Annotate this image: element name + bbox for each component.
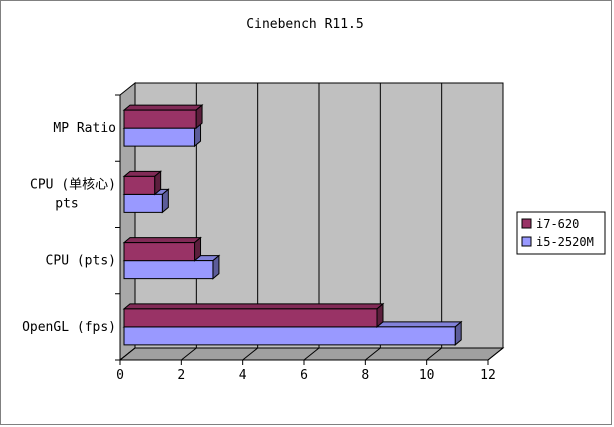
bar <box>123 127 196 147</box>
bar <box>123 326 456 346</box>
bar <box>123 193 163 213</box>
x-tick-label: 6 <box>300 368 308 383</box>
legend-box <box>516 211 606 255</box>
x-tick-label: 10 <box>419 368 435 383</box>
floor-line <box>119 347 136 361</box>
bar-top <box>122 303 385 310</box>
floor-line <box>426 347 442 361</box>
x-tick-label: 8 <box>361 368 369 383</box>
y-tick-label: OpenGL (fps) <box>22 320 116 335</box>
plot-area: 0 2 4 6 8 10 12 MP Ratio CPU (单核心) pts CPU (pts) Op… <box>22 81 505 383</box>
bar <box>123 109 197 129</box>
floor-line <box>303 347 320 361</box>
y-tick-label-line2: pts <box>55 196 78 211</box>
floor-line <box>487 347 504 361</box>
x-tick-label: 2 <box>177 368 185 383</box>
x-tick-label: 0 <box>116 368 124 383</box>
legend-entry: i5-2520M <box>536 235 594 249</box>
legend-swatch <box>521 236 532 247</box>
chart-title: Cinebench R11.5 <box>246 17 363 32</box>
y-tick-label: MP Ratio <box>53 121 116 136</box>
floor-line <box>181 347 197 361</box>
y-tick-label: CPU (单核心) <box>30 177 116 192</box>
legend: i7-620 i5-2520M <box>516 211 606 255</box>
floor-line <box>365 347 381 361</box>
bar <box>123 308 378 328</box>
bar-top <box>122 104 204 111</box>
y-tick-label: CPU (pts) <box>46 254 116 269</box>
x-tick-label: 4 <box>239 368 247 383</box>
bar-top <box>122 237 202 244</box>
floor-line <box>242 347 258 361</box>
bar <box>123 175 156 195</box>
x-tick-label: 12 <box>480 368 496 383</box>
bar <box>123 242 196 262</box>
legend-entry: i7-620 <box>536 217 579 231</box>
bar <box>123 260 214 280</box>
legend-swatch <box>521 218 532 229</box>
